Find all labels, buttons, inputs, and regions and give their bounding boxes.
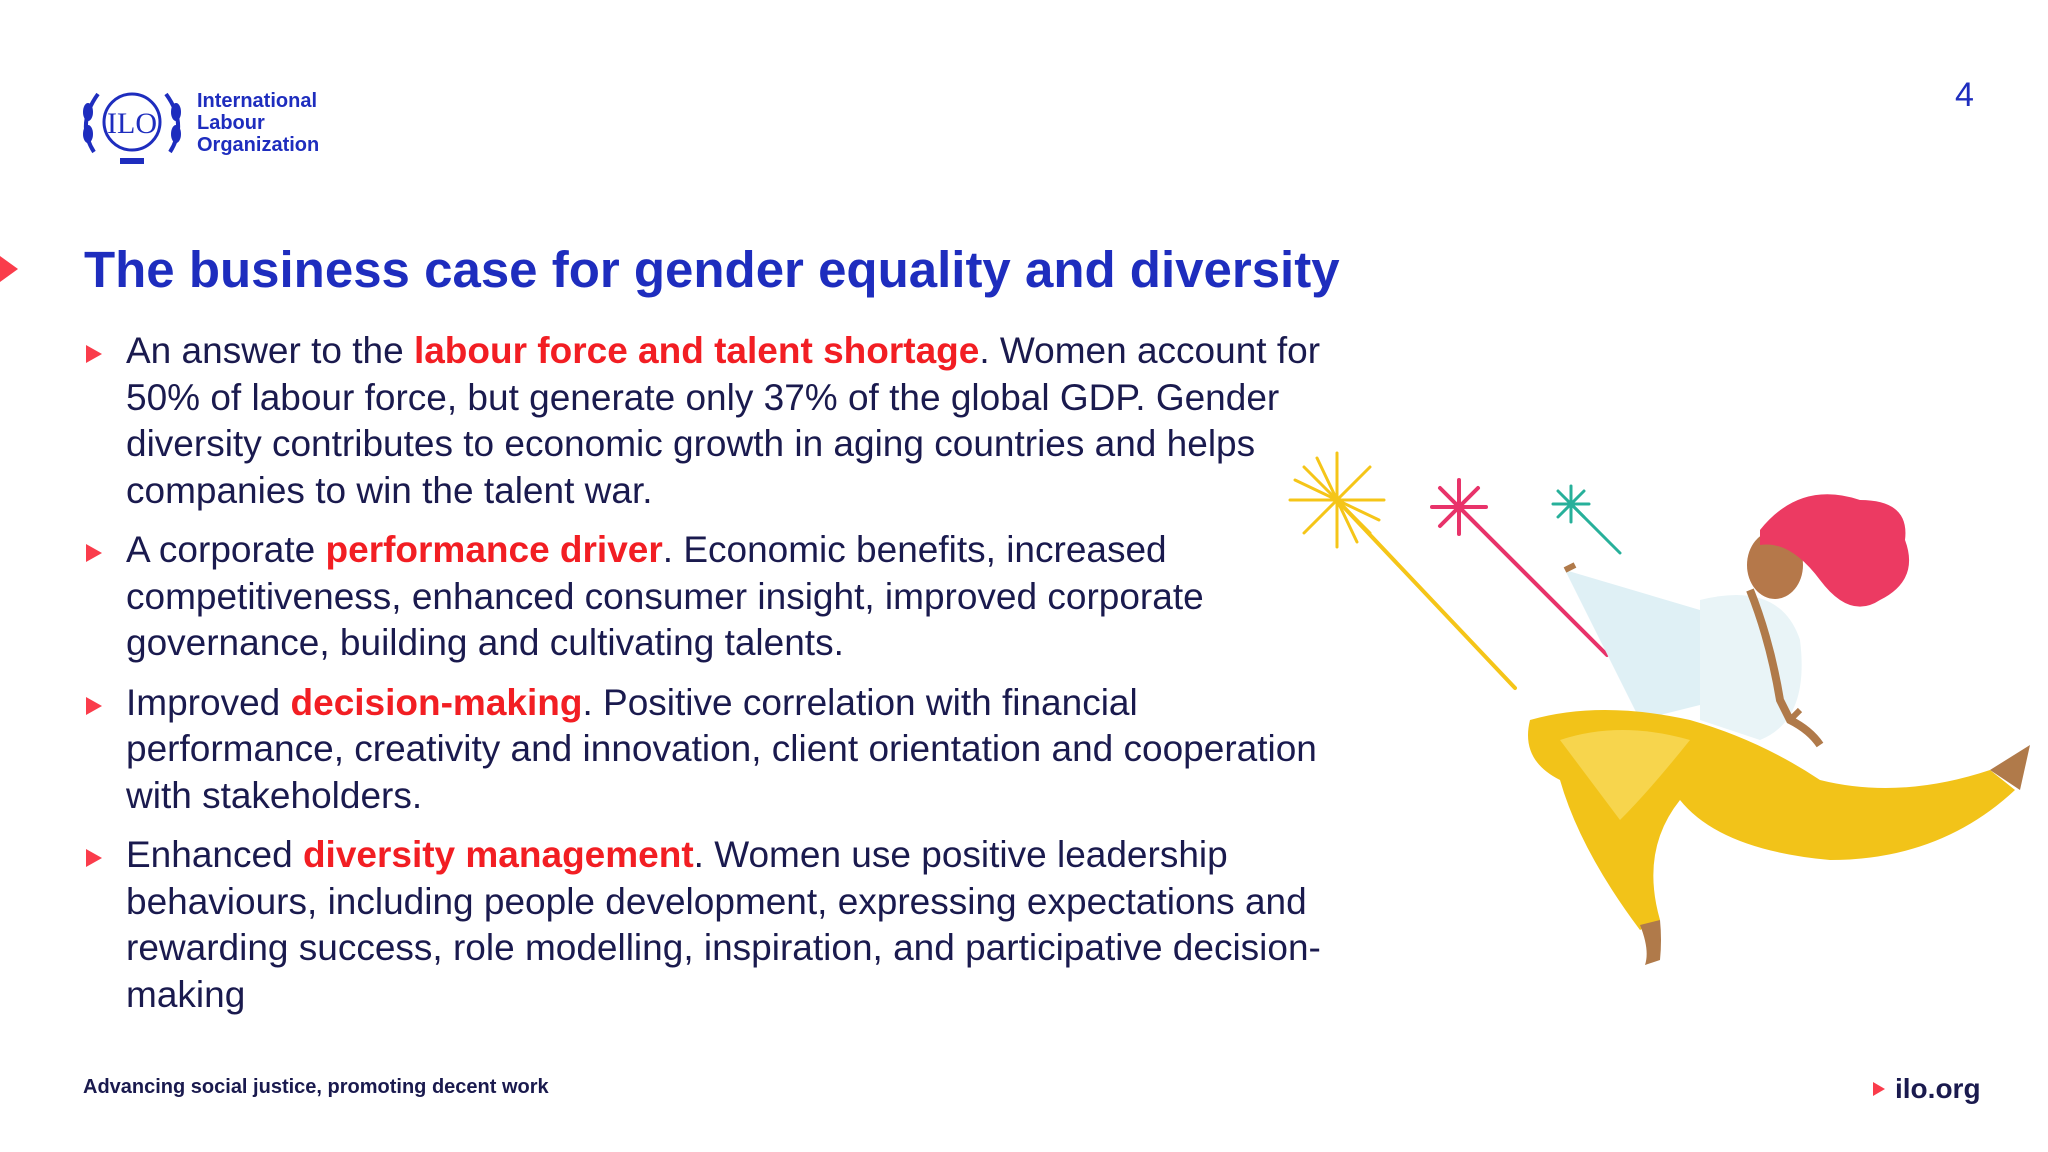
org-name: International Labour Organization — [197, 90, 319, 156]
bullet-marker — [86, 696, 102, 715]
footer-link[interactable]: ilo.org — [1873, 1073, 1981, 1105]
slide-title: The business case for gender equality an… — [84, 241, 1340, 298]
bullet-text: . Economic benefits, increased competiti… — [126, 529, 1204, 663]
side-marker — [0, 256, 18, 282]
bullet: Enhanced diversity management. Women use… — [84, 832, 1344, 1018]
logo-emblem: ILO — [83, 92, 181, 164]
bullet-text: Enhanced — [126, 834, 303, 875]
bullet-list: An answer to the labour force and talent… — [84, 328, 1344, 1031]
bullet-text: A corporate — [126, 529, 326, 570]
org-name-line: International — [197, 90, 318, 112]
bullet-marker — [86, 849, 102, 867]
link-marker — [1873, 1082, 1885, 1096]
bullet: A corporate performance driver. Economic… — [84, 527, 1344, 667]
bullet-text: . Women account for 50% of labour force,… — [126, 330, 1321, 511]
bullet-text: Improved — [126, 681, 291, 723]
bullet-highlight: performance driver — [325, 529, 663, 570]
logo-mark: ILO — [107, 107, 157, 140]
bullet: Improved decision-making. Positive corre… — [84, 680, 1344, 820]
bullet-marker — [86, 544, 102, 562]
bullet-highlight: decision-making — [290, 681, 583, 723]
footer-tagline: Advancing social justice, promoting dece… — [83, 1076, 549, 1098]
bullet-text: . Women use positive leadership behaviou… — [126, 834, 1321, 1015]
org-name-line: Organization — [197, 134, 320, 156]
page-number: 4 — [1955, 76, 1974, 114]
footer-link-text[interactable]: ilo.org — [1895, 1073, 1981, 1104]
bullet-highlight: diversity management — [302, 834, 694, 875]
bullet-marker — [86, 345, 102, 363]
bullet-highlight: labour force and talent shortage — [413, 330, 980, 371]
bullet-text: . Positive correlation with financial pe… — [126, 681, 1317, 816]
bullet: An answer to the labour force and talent… — [84, 328, 1344, 514]
illustration — [1288, 451, 2030, 965]
bullet-text: An answer to the — [126, 330, 414, 371]
org-name-line: Labour — [197, 112, 265, 134]
